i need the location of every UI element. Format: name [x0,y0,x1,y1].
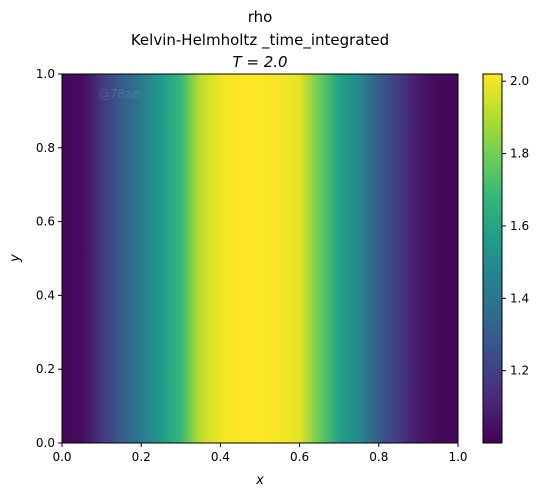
colorbar-tick-label: 1.2 [510,364,529,378]
chart-title-line-2: Kelvin-Helmholtz _time_integrated [131,31,389,50]
x-tick-label: 0.6 [290,450,309,464]
colorbar-tick-label: 2.0 [510,74,529,88]
colorbar-fill [483,74,502,443]
plot-frame [61,73,459,444]
heatmap-field [62,74,458,443]
x-axis: 0.0 0.2 0.4 0.6 0.8 1.0 [52,443,468,464]
y-tick-label: 0.8 [36,141,55,155]
x-tick-label: 0.4 [211,450,230,464]
chart-title-line-1: rho [248,8,273,26]
y-tick-label: 0.2 [36,362,55,376]
colorbar: 1.2 1.4 1.6 1.8 2.0 [482,73,529,444]
x-tick-label: 1.0 [448,450,467,464]
y-tick-label: 0.6 [36,215,55,229]
chart-time-label: T = 2.0 [232,53,287,71]
colorbar-tick-label: 1.8 [510,147,529,161]
y-tick-label: 0.0 [36,436,55,450]
y-tick-label: 1.0 [36,67,55,81]
colorbar-tick-label: 1.6 [510,219,529,233]
x-axis-label: x [255,473,264,488]
y-axis-label: y [8,254,23,263]
x-tick-label: 0.8 [369,450,388,464]
y-tick-label: 0.4 [36,288,55,302]
x-tick-label: 0.2 [132,450,151,464]
plot-area: @78ae [61,73,459,444]
colorbar-tick-label: 1.4 [510,291,529,305]
watermark-text: @78ae [98,87,140,101]
colorbar-ticks: 1.2 1.4 1.6 1.8 2.0 [502,74,529,378]
y-axis: 0.0 0.2 0.4 0.6 0.8 1.0 [36,67,62,450]
x-tick-label: 0.0 [52,450,71,464]
colorbar-frame [482,73,503,444]
